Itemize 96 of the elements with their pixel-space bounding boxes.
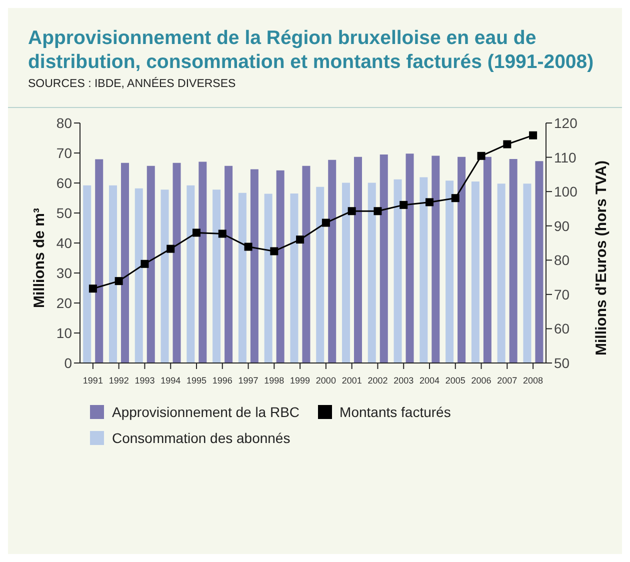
bar [354, 156, 362, 363]
point [322, 218, 330, 227]
point [140, 260, 149, 268]
bar [420, 177, 428, 363]
x-tick-label: 1994 [160, 375, 181, 386]
point [426, 198, 434, 206]
y2-tick-label: 80 [554, 252, 570, 268]
legend-label: Montants facturés [340, 404, 451, 420]
bar [95, 159, 104, 363]
x-tick-label: 1999 [290, 375, 310, 386]
bar [172, 162, 181, 363]
bar [83, 185, 92, 363]
y-tick-label: 50 [56, 204, 72, 221]
x-tick-label: 1993 [134, 375, 155, 386]
bar [198, 162, 207, 363]
bar [380, 154, 388, 363]
x-tick-label: 2000 [316, 375, 336, 386]
x-tick-label: 2007 [497, 375, 518, 386]
x-tick-label: 2001 [342, 375, 362, 386]
x-tick-label: 2005 [445, 375, 466, 386]
x-tick-label: 1992 [108, 375, 129, 386]
point [400, 200, 408, 209]
point [244, 242, 252, 251]
bar [432, 156, 440, 363]
point [218, 230, 226, 238]
legend-label: Approvisionnement de la RBC [112, 404, 300, 420]
y2-tick-label: 60 [554, 320, 570, 337]
chart-subtitle: SOURCES : IBDE, ANNÉES DIVERSES [28, 78, 237, 90]
bar [276, 170, 284, 363]
point [296, 236, 304, 244]
x-tick-label: 2008 [523, 375, 544, 386]
bar [535, 161, 544, 363]
bar [497, 184, 506, 363]
x-tick-label: 2006 [471, 375, 492, 386]
bar [290, 194, 298, 363]
bar [446, 180, 454, 363]
point [114, 277, 123, 286]
bar [509, 159, 518, 363]
y2-tick-label: 120 [554, 114, 578, 131]
y-tick-label: 20 [56, 294, 72, 311]
y-tick-label: 30 [56, 264, 72, 281]
x-tick-label: 2002 [368, 375, 388, 386]
bar [316, 186, 324, 363]
point [192, 228, 200, 237]
bar [238, 192, 246, 363]
bar [186, 185, 195, 363]
point [88, 284, 97, 293]
y2-tick-label: 90 [554, 218, 570, 234]
bar [224, 166, 233, 363]
point [529, 131, 538, 140]
x-tick-label: 1998 [264, 375, 284, 386]
y2-tick-label: 100 [554, 184, 578, 200]
bar [160, 190, 169, 363]
bar [406, 154, 414, 363]
x-tick-label: 2003 [394, 375, 414, 386]
bar [146, 166, 155, 363]
point [166, 244, 175, 253]
point [348, 207, 356, 216]
point [477, 152, 486, 160]
bar [483, 156, 492, 363]
bar [328, 160, 336, 363]
chart-title: Approvisionnement de la Région bruxelloise en eau de distribution, consommation et montants facturés (1991-2008) [28, 26, 595, 74]
y2-tick-label: 50 [554, 354, 570, 371]
y-tick-label: 40 [56, 234, 72, 251]
bar [264, 194, 272, 363]
x-tick-label: 1997 [238, 375, 258, 386]
x-tick-label: 2004 [419, 375, 440, 386]
y2-tick-label: 70 [554, 286, 570, 302]
legend-label: Consommation des abonnés [112, 430, 290, 446]
y2-axis-title: Millions d'Euros (hors TVA) [593, 160, 610, 356]
bar [523, 184, 532, 363]
y-tick-label: 80 [56, 114, 72, 131]
y-tick-label: 60 [56, 174, 72, 191]
y-tick-label: 0 [64, 354, 72, 371]
bar [108, 185, 117, 363]
bar [471, 182, 480, 363]
point [503, 140, 512, 148]
y-tick-label: 70 [56, 144, 72, 161]
x-tick-label: 1996 [212, 375, 232, 386]
bar [368, 182, 376, 363]
bar [394, 179, 402, 363]
y-tick-label: 10 [56, 324, 72, 341]
y-axis-title: Millions de m³ [31, 208, 48, 308]
y2-tick-label: 110 [554, 149, 577, 166]
bar [250, 169, 258, 363]
bar [342, 182, 350, 363]
x-tick-label: 1995 [186, 375, 207, 386]
point [270, 247, 278, 256]
point [374, 207, 382, 216]
bar [302, 166, 310, 363]
bar [120, 162, 129, 363]
bar [134, 188, 143, 363]
bar [212, 190, 221, 363]
point [451, 194, 460, 202]
x-tick-label: 1991 [82, 375, 103, 386]
bar [458, 156, 466, 363]
